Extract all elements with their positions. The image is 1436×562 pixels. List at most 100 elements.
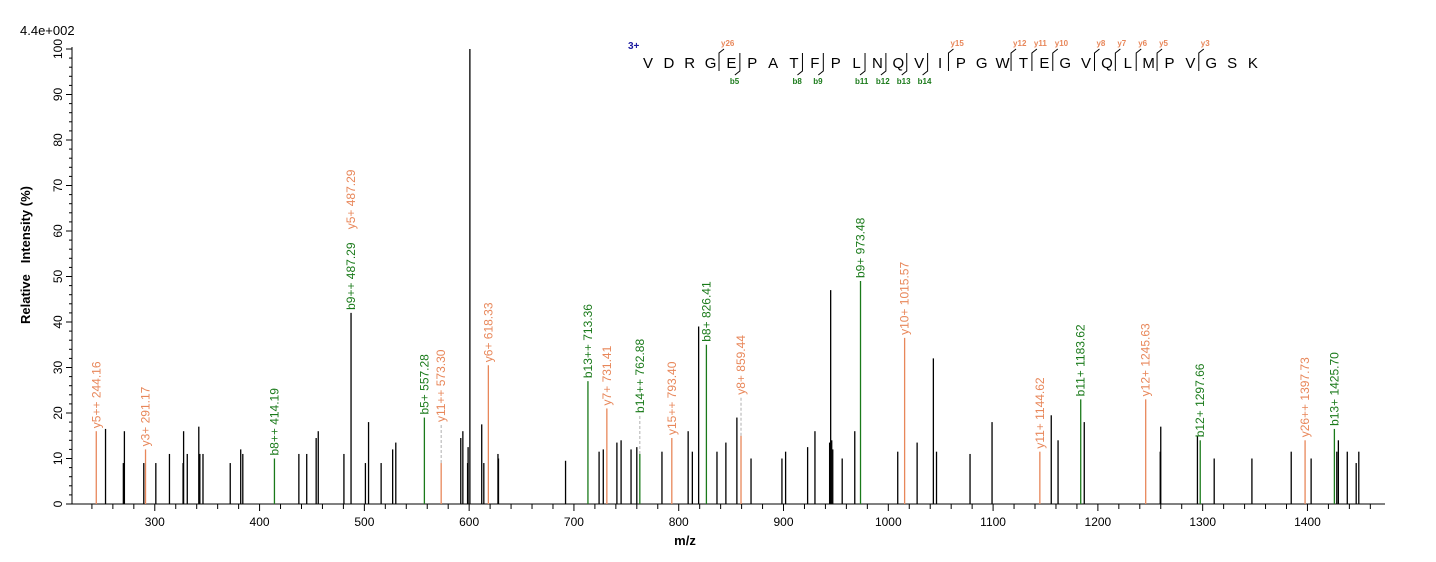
residue-letter: R [684, 55, 695, 72]
residue-letter: P [747, 55, 757, 72]
residue-letter: G [705, 55, 717, 72]
residue-letter: D [663, 55, 674, 72]
residue-letter: N [872, 55, 883, 72]
residue-letter: G [976, 55, 988, 72]
y-tick-label: 20 [51, 406, 65, 420]
residue-letter: T [1019, 55, 1028, 72]
b-ion-label: b5+ 557.28 [417, 354, 431, 415]
residue-letter: V [1081, 55, 1091, 72]
y-ion-bracket [1135, 48, 1142, 71]
x-axis-label: m/z [674, 533, 696, 548]
residue-letter: M [1142, 55, 1155, 72]
x-tick-label: 1100 [980, 515, 1006, 529]
b-ion-bracket [922, 53, 929, 76]
b-ion-bracket [817, 53, 824, 76]
y-ion-marker-label: y3 [1201, 39, 1210, 48]
y-tick-label: 30 [51, 361, 65, 375]
y-ion-bracket [947, 48, 954, 71]
y-ion-marker-label: y6 [1138, 39, 1147, 48]
x-tick-label: 800 [669, 515, 689, 529]
b-ion-bracket [734, 53, 741, 76]
b-ion-label: b8++ 414.19 [267, 388, 281, 456]
b-ion-label: b13+ 1425.70 [1327, 352, 1341, 426]
b-ion-marker-label: b9 [813, 77, 823, 86]
b-ion-label: b13++ 713.36 [581, 304, 595, 378]
x-tick-label: 400 [250, 515, 270, 529]
residue-letter: E [1039, 55, 1049, 72]
residue-letter: P [956, 55, 966, 72]
x-tick-label: 1300 [1189, 515, 1216, 529]
residue-letter: W [996, 55, 1011, 72]
peaks: y5++ 244.16 y3+ 291.17 b8++ 414.19 b9++ 487… [89, 49, 1360, 504]
residue-letter: T [789, 55, 798, 72]
y-ion-bracket [1198, 48, 1205, 71]
y-tick-label: 0 [51, 500, 65, 507]
y-tick-label: 60 [51, 224, 65, 238]
b-ion-marker-label: b5 [730, 77, 740, 86]
residue-letter: V [643, 55, 653, 72]
y-tick-label: 70 [51, 179, 65, 193]
y-ion-bracket [1010, 48, 1017, 71]
b-ion-marker-label: b13 [897, 77, 911, 86]
y-ion-label: y26++ 1397.73 [1298, 357, 1312, 437]
intensity-scale-label: 4.4e+002 [20, 23, 75, 38]
b-ion-marker-label: b11 [855, 77, 869, 86]
y-ion-marker-label: y15 [950, 39, 964, 48]
b-ion-bracket [901, 53, 908, 76]
y-ion-bracket [1093, 48, 1100, 71]
b-ion-bracket [797, 53, 803, 76]
y-tick-label: 100 [51, 39, 65, 59]
residue-letter: Q [1101, 55, 1113, 72]
x-tick-label: 900 [773, 515, 793, 529]
residue-letter: L [852, 55, 860, 72]
b-ion-marker-label: b12 [876, 77, 890, 86]
x-tick-label: 500 [354, 515, 374, 529]
residue-letter: S [1227, 55, 1237, 72]
residue-letter: V [1185, 55, 1195, 72]
x-tick-label: 1400 [1294, 515, 1321, 529]
y-ion-label: y11+ 1144.62 [1033, 377, 1047, 449]
x-tick-label: 300 [145, 515, 165, 529]
y-ion-label: y15++ 793.40 [665, 361, 679, 435]
b-ion-bracket [859, 53, 866, 76]
y-ion-marker-label: y11 [1034, 39, 1047, 48]
residue-letter: F [810, 55, 819, 72]
b-ion-label: b12+ 1297.66 [1193, 363, 1207, 437]
y-ion-label: y8+ 859.44 [734, 335, 748, 395]
y-ion-label: y10+ 1015.57 [898, 262, 912, 335]
y-ion-label: y12+ 1245.63 [1139, 323, 1153, 396]
y-tick-label: 90 [51, 88, 65, 102]
y-axis-label: Relative Intensity (%) [18, 186, 33, 324]
y-tick-label: 50 [51, 270, 65, 284]
y-tick-label: 10 [51, 452, 65, 466]
y-ion-bracket [1031, 48, 1038, 71]
b-ion-label: b14++ 762.88 [633, 339, 647, 413]
x-tick-label: 600 [459, 515, 479, 529]
residue-letter: G [1059, 55, 1071, 72]
b-ion-bracket [880, 53, 887, 76]
y-ion-label: y7+ 731.41 [600, 345, 614, 405]
x-tick-label: 1000 [875, 515, 902, 529]
residue-letter: Q [892, 55, 904, 72]
y-ion-bracket [718, 48, 725, 71]
y-ion-marker-label: y7 [1117, 39, 1126, 48]
residue-letter: K [1248, 55, 1258, 72]
y-ion-marker-label: y10 [1055, 39, 1069, 48]
residue-letter: A [768, 55, 778, 72]
y-ion-marker-label: y12 [1013, 39, 1027, 48]
y-ion-bracket [1052, 48, 1059, 71]
charge-state-label: 3+ [628, 41, 640, 52]
b-ion-label: b9++ 487.29 [344, 242, 358, 310]
residue-letter: E [726, 55, 736, 72]
residue-letter: P [831, 55, 841, 72]
x-tick-label: 700 [564, 515, 584, 529]
x-tick-label: 1200 [1085, 515, 1112, 529]
b-ion-label: b8+ 826.41 [699, 281, 713, 342]
residue-letter: P [1164, 55, 1174, 72]
y-ion-label: y11++ 573.30 [434, 349, 448, 422]
axes: 0 10 20 30 40 50 60 70 80 90 100 300 400 500 600 700 800… [51, 39, 1385, 529]
residue-letter: V [914, 55, 924, 72]
y-tick-label: 40 [51, 315, 65, 329]
residue-letter: I [938, 55, 942, 72]
